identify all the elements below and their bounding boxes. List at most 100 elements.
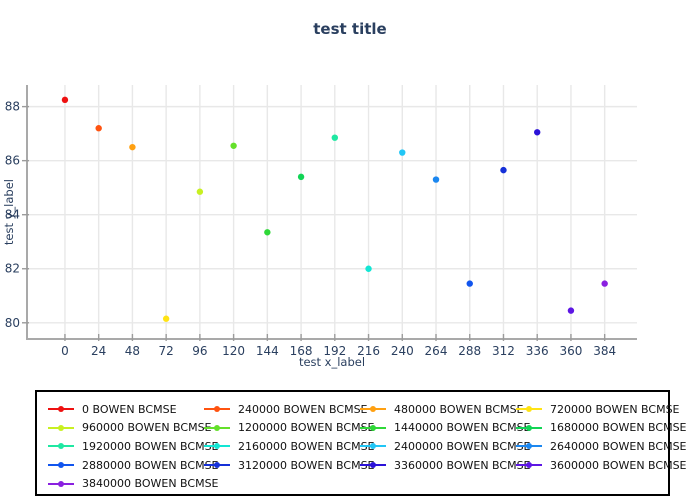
legend-item: 480000 BOWEN BCMSE [360, 400, 524, 419]
x-tick-label: 24 [91, 344, 106, 358]
legend-marker [204, 442, 230, 450]
legend-item: 2640000 BOWEN BCMSE [516, 437, 687, 456]
x-tick-label: 72 [159, 344, 174, 358]
x-tick-label: 336 [526, 344, 549, 358]
legend-label: 0 BOWEN BCMSE [82, 402, 177, 416]
y-tick-label: 86 [5, 154, 20, 168]
plot-area: 0 24 48 72 96 120 144 168 192 216 240 264 288 312 336 3… [5, 85, 637, 358]
x-tick-label: 264 [425, 344, 448, 358]
legend-marker [48, 405, 74, 413]
x-tick-label: 0 [61, 344, 69, 358]
x-tick-label: 312 [492, 344, 515, 358]
data-point [230, 142, 237, 149]
legend-item: 2160000 BOWEN BCMSE [204, 437, 375, 456]
legend-dot [214, 462, 220, 469]
legend-dot [214, 406, 220, 413]
legend-marker [48, 424, 74, 432]
legend-item: 1200000 BOWEN BCMSE [204, 419, 375, 438]
legend-item: 240000 BOWEN BCMSE [204, 400, 368, 419]
x-tick-label: 288 [458, 344, 481, 358]
legend-dot [214, 443, 220, 450]
data-point [264, 229, 271, 236]
x-axis-label: test x_label [298, 355, 366, 369]
y-tick-label: 88 [5, 100, 20, 114]
legend-label: 480000 BOWEN BCMSE [394, 402, 524, 416]
legend-item: 1680000 BOWEN BCMSE [516, 419, 687, 438]
legend-dot [526, 462, 532, 469]
legend-marker [516, 424, 542, 432]
data-point [500, 166, 507, 174]
legend-item: 1920000 BOWEN BCMSE [48, 437, 219, 456]
legend-dot [58, 443, 64, 450]
legend-label: 1440000 BOWEN BCMSE [394, 421, 531, 435]
legend-dot [58, 424, 64, 431]
legend-item: 2880000 BOWEN BCMSE [48, 456, 219, 475]
data-point [129, 143, 136, 151]
legend-dot [526, 424, 532, 431]
data-point [432, 176, 440, 183]
legend-dot [370, 424, 376, 431]
legend-dot [58, 406, 64, 413]
legend-marker [516, 442, 542, 450]
legend-label: 960000 BOWEN BCMSE [82, 421, 212, 435]
legend-marker [48, 442, 74, 450]
legend-marker [360, 442, 386, 450]
x-tick-label: 48 [125, 344, 140, 358]
legend-marker [48, 480, 74, 488]
legend-item: 720000 BOWEN BCMSE [516, 400, 680, 419]
data-point [399, 149, 406, 156]
legend: 0 BOWEN BCMSE 240000 BOWEN BCMSE 480000 BO… [35, 390, 687, 496]
legend-dot [58, 480, 64, 487]
x-tick-label: 216 [357, 344, 380, 358]
x-tick-label: 168 [290, 344, 313, 358]
x-tick-label: 192 [323, 344, 346, 358]
y-tick-label: 80 [5, 316, 20, 330]
x-tick-label: 144 [256, 344, 279, 358]
legend-marker [516, 405, 542, 413]
data-point [534, 129, 541, 136]
legend-label: 3840000 BOWEN BCMSE [82, 477, 219, 491]
legend-marker [204, 424, 230, 432]
legend-label: 1200000 BOWEN BCMSE [238, 421, 375, 435]
x-tick-label: 120 [222, 344, 245, 358]
legend-item: 3360000 BOWEN BCMSE [360, 456, 531, 475]
legend-item: 3840000 BOWEN BCMSE [48, 474, 219, 493]
legend-item: 960000 BOWEN BCMSE [48, 419, 212, 438]
legend-label: 1920000 BOWEN BCMSE [82, 439, 219, 453]
legend-label: 1680000 BOWEN BCMSE [550, 421, 687, 435]
x-tick-label: 96 [192, 344, 207, 358]
legend-dot [370, 443, 376, 450]
legend-label: 240000 BOWEN BCMSE [238, 402, 368, 416]
legend-dot [58, 462, 64, 469]
legend-marker [360, 405, 386, 413]
y-axis-label-wrap: test y_label [1, 85, 17, 339]
data-point [567, 307, 575, 314]
legend-item: 3600000 BOWEN BCMSE [516, 456, 687, 475]
legend-item: 1440000 BOWEN BCMSE [360, 419, 531, 438]
data-point [162, 315, 170, 322]
data-point [365, 265, 372, 272]
legend-dot [370, 462, 376, 469]
data-point [601, 280, 608, 287]
x-tick-label: 240 [391, 344, 414, 358]
y-tick-label: 84 [5, 208, 20, 222]
legend-marker [204, 405, 230, 413]
legend-item: 3120000 BOWEN BCMSE [204, 456, 375, 475]
legend-dot [214, 424, 220, 431]
legend-item: 0 BOWEN BCMSE [48, 400, 204, 419]
legend-label: 2640000 BOWEN BCMSE [550, 439, 687, 453]
data-point [297, 173, 305, 181]
legend-marker [360, 461, 386, 469]
x-tick-label: 360 [559, 344, 582, 358]
legend-marker [360, 424, 386, 432]
chart-title: test title [313, 20, 387, 38]
data-point [61, 96, 69, 104]
legend-marker [204, 461, 230, 469]
legend-marker [48, 461, 74, 469]
legend-dot [526, 443, 532, 450]
data-point [95, 125, 102, 132]
legend-label: 720000 BOWEN BCMSE [550, 402, 680, 416]
legend-label: 3600000 BOWEN BCMSE [550, 458, 687, 472]
data-point [196, 188, 204, 195]
